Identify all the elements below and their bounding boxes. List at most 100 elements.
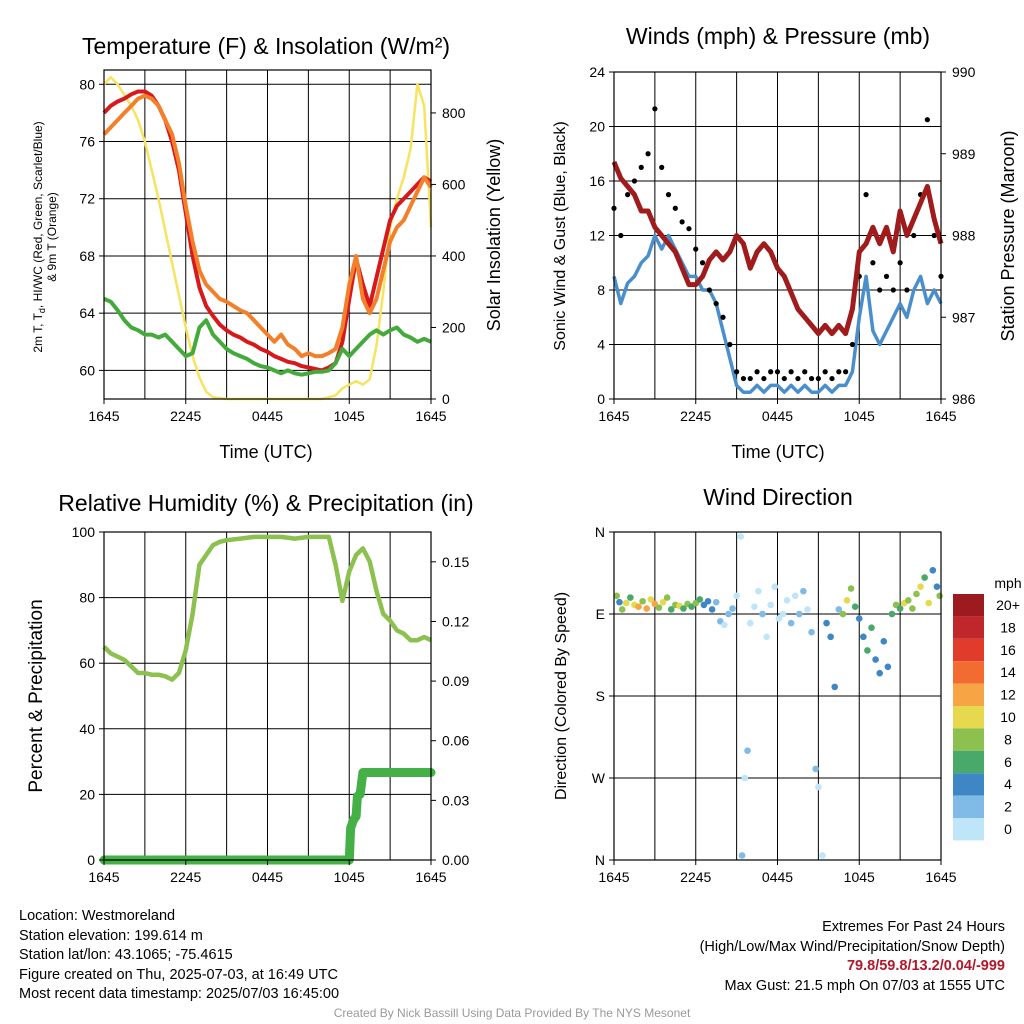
y-tick-label: 80: [79, 76, 95, 92]
extremes-desc: (High/Low/Max Wind/Precipitation/Snow De…: [699, 938, 1005, 955]
direction-point: [925, 599, 933, 607]
plot-frame: [613, 71, 942, 400]
credit-text: Created By Nick Bassill Using Data Provi…: [333, 1006, 691, 1020]
direction-grid: [614, 532, 941, 860]
y2-tick-label: 0.03: [442, 792, 469, 808]
gust-point: [911, 232, 917, 239]
legend-swatch: [953, 728, 984, 751]
y-tick-label: N: [595, 852, 605, 868]
legend-swatch: [953, 661, 984, 684]
gust-point: [747, 375, 753, 382]
x-tick-label: 1645: [598, 869, 629, 885]
location-text: Location: Westmoreland: [19, 908, 176, 924]
legend-swatch: [953, 750, 984, 774]
direction-point: [796, 610, 803, 618]
legend-label: 20+: [996, 597, 1020, 613]
max-gust-text: Max Gust: 21.5 mph On 07/03 at 1555 UTC: [724, 977, 1005, 994]
direction-point: [647, 596, 655, 603]
legend-swatch: [953, 818, 984, 841]
series-line-td: [103, 297, 432, 377]
direction-title: Wind Direction: [703, 484, 853, 510]
legend-swatch: [953, 616, 984, 639]
x-tick-label: 1645: [925, 408, 956, 424]
gust-point: [829, 375, 835, 382]
y-tick-label: 60: [79, 362, 95, 378]
gust-point: [625, 192, 631, 198]
direction-point: [843, 597, 851, 604]
temperature-ylabel-right: Solar Insolation (Yellow): [484, 139, 504, 331]
direction-point: [815, 783, 822, 791]
direction-point: [751, 603, 758, 611]
plot-frame: [103, 69, 432, 400]
y-tick-label: 24: [589, 64, 605, 80]
y-tick-label: 72: [79, 191, 95, 207]
humidity-plot: [99, 534, 436, 865]
direction-point: [835, 606, 843, 613]
direction-point: [667, 606, 675, 613]
direction-point: [704, 597, 712, 605]
winds-panel: Winds (mph) & Pressure (mb) Time (UTC) S…: [552, 23, 1018, 462]
plot-frame: [613, 531, 942, 861]
y-tick-label: 80: [79, 590, 95, 606]
y2-tick-label: 988: [952, 228, 976, 244]
direction-point: [917, 583, 924, 590]
y-tick-label: 60: [79, 655, 95, 671]
winds-axes: 0 4 8 12 16 20 24 986 987 988 989 990 1645 2245 0445 10…: [589, 64, 975, 424]
direction-point: [618, 606, 626, 613]
y2-tick-label: 987: [952, 309, 976, 325]
temperature-panel: Temperature (F) & Insolation (W/m²) Time…: [31, 33, 504, 462]
gust-point: [863, 192, 869, 198]
gust-point: [802, 369, 808, 375]
y2-tick-label: 0: [442, 391, 450, 407]
winds-ylabel: Sonic Wind & Gust (Blue, Black): [552, 121, 569, 350]
direction-point: [767, 601, 774, 609]
gust-point: [877, 287, 883, 293]
y-tick-label: 8: [597, 282, 605, 298]
gust-point: [870, 260, 876, 266]
station-info: Location: Westmoreland Station elevation…: [19, 907, 339, 1005]
y-tick-label: 0: [597, 391, 605, 407]
direction-point: [643, 605, 650, 612]
direction-point: [847, 585, 855, 592]
direction-point: [613, 592, 621, 600]
direction-point: [721, 621, 728, 629]
y-tick-label: 16: [589, 173, 605, 189]
x-tick-label: 2245: [680, 408, 711, 424]
direction-point: [779, 610, 787, 618]
direction-point: [635, 603, 642, 611]
y2-tick-label: 0.06: [442, 733, 469, 749]
direction-point: [639, 597, 646, 605]
humidity-axes: 0 20 40 60 80 100 0.00 0.03 0.06 0.09 0.12 0.15 1645…: [72, 524, 470, 885]
recent-text: Most recent data timestamp: 2025/07/03 1…: [19, 986, 340, 1002]
x-tick-label: 1645: [88, 869, 119, 885]
y-tick-label: 20: [589, 119, 605, 135]
x-tick-label: 1645: [88, 408, 119, 424]
direction-point: [696, 596, 704, 603]
direction-point: [823, 619, 830, 627]
extremes-info: Extremes For Past 24 Hours (High/Low/Max…: [700, 918, 1005, 996]
humidity-ylabel: Percent & Precipitation: [26, 599, 47, 792]
humidity-panel: Relative Humidity (%) & Precipitation (i…: [26, 490, 474, 885]
direction-point: [819, 852, 826, 859]
speed-legend: 20+ 18 16 14 12 10 8 6 4 2 0: [953, 594, 1020, 841]
latlon-text: Station lat/lon: 43.1065; -75.4615: [19, 947, 233, 963]
y2-tick-label: 600: [442, 176, 466, 192]
gust-point: [631, 178, 638, 184]
legend-label: 18: [1000, 619, 1016, 635]
y2-tick-label: 0.12: [442, 613, 469, 629]
gust-point: [720, 314, 726, 320]
temperature-xlabel: Time (UTC): [219, 442, 312, 462]
legend-label: 16: [1000, 642, 1016, 658]
direction-point: [783, 597, 791, 604]
gust-point: [679, 219, 685, 225]
direction-plot: [613, 533, 943, 859]
winds-title: Winds (mph) & Pressure (mb): [626, 23, 930, 49]
legend-label: 0: [1004, 821, 1012, 837]
legend-swatch: [953, 795, 984, 818]
humidity-grid: [104, 532, 431, 860]
temperature-ylabel-line2: & 9m T (Orange): [45, 192, 59, 282]
y-tick-label: N: [595, 524, 605, 540]
x-tick-label: 1045: [334, 869, 365, 885]
extremes-values: 79.8/59.8/13.2/0.04/-999: [846, 958, 1005, 974]
x-tick-label: 1045: [844, 869, 875, 885]
